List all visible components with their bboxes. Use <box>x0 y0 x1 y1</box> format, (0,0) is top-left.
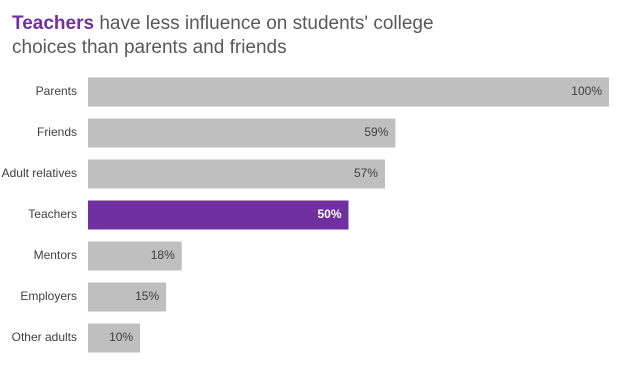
value-label: 59% <box>364 125 388 139</box>
category-label: Friends <box>37 125 77 139</box>
chart-title: Teachers have less influence on students… <box>12 12 502 60</box>
value-label: 10% <box>109 330 133 344</box>
category-label: Teachers <box>28 207 77 221</box>
value-label: 57% <box>354 166 378 180</box>
value-label: 18% <box>151 248 175 262</box>
category-label: Parents <box>36 84 77 98</box>
bar <box>88 118 396 148</box>
category-label: Adult relatives <box>2 166 77 180</box>
bar <box>88 323 141 353</box>
title-text: have less influence on students' college… <box>12 13 434 58</box>
category-label: Mentors <box>34 248 77 262</box>
value-label: 15% <box>135 289 159 303</box>
bar <box>88 282 167 312</box>
bar <box>88 159 385 189</box>
bar <box>88 77 609 107</box>
title-highlight: Teachers <box>12 13 95 34</box>
bar <box>88 241 182 271</box>
category-label: Employers <box>20 289 77 303</box>
category-label: Other adults <box>12 330 77 344</box>
value-label: 50% <box>317 207 341 221</box>
bar <box>88 200 349 230</box>
value-label: 100% <box>571 84 602 98</box>
